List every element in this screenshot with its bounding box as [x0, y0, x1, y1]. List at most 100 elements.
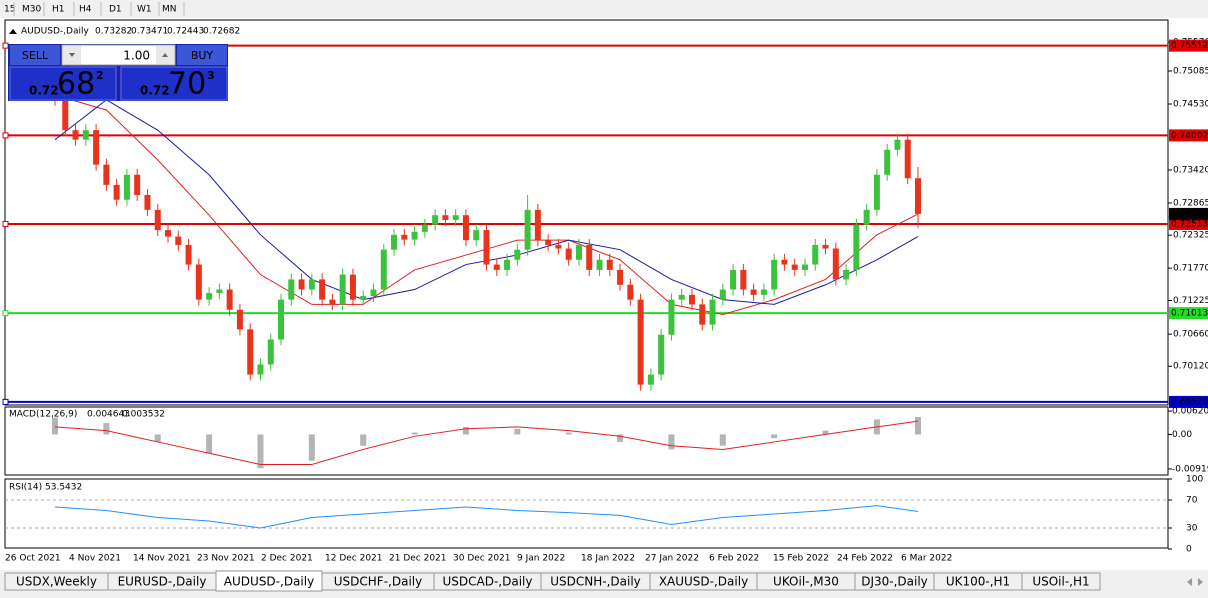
candle-body: [462, 215, 469, 241]
candle-body: [740, 269, 747, 290]
buy-button[interactable]: [177, 45, 227, 65]
tab-label[interactable]: DJ30-,Daily: [861, 575, 928, 589]
macd-bar: [257, 434, 264, 469]
date-label: 18 Jan 2022: [581, 554, 635, 564]
candle-body: [822, 244, 829, 249]
y-tick-label: 0.71225: [1173, 296, 1208, 306]
candle-body: [329, 299, 336, 305]
volume-input[interactable]: [61, 44, 176, 66]
tab-label[interactable]: XAUUSD-,Daily: [659, 575, 748, 589]
y-tick-label: 0.74530: [1173, 100, 1208, 110]
macd-bar: [103, 423, 110, 435]
candle-body: [658, 334, 665, 375]
timeframe-button[interactable]: 15: [4, 5, 15, 15]
symbol-marker: [9, 29, 17, 34]
candle-body: [62, 99, 69, 131]
candle-body: [349, 274, 356, 300]
macd-bar: [514, 428, 521, 435]
candle-body: [781, 259, 788, 265]
buy-label[interactable]: BUY: [191, 49, 214, 62]
date-label: 6 Mar 2022: [901, 554, 952, 564]
timeframe-button[interactable]: D1: [109, 5, 122, 15]
candle-body: [801, 264, 808, 270]
candle-body: [165, 230, 172, 237]
level-price-box: [1169, 129, 1208, 142]
timeframe-button[interactable]: M30: [22, 5, 41, 15]
rsi-value: 53.5432: [45, 483, 82, 493]
macd-main: 0.004643: [87, 410, 130, 420]
candle-body: [678, 294, 685, 300]
scroll-left[interactable]: [1187, 578, 1192, 586]
macd-bar: [360, 434, 367, 446]
tab-label[interactable]: USOil-,H1: [1032, 575, 1089, 589]
chart-title: AUDUSD-,Daily: [21, 27, 89, 37]
macd-signal: [54, 420, 919, 465]
macd-bar: [154, 434, 161, 442]
date-label: 15 Feb 2022: [773, 554, 829, 564]
level-price-box: [1169, 217, 1208, 230]
ohlc-value: 0.72682: [203, 27, 240, 37]
timeframe-button[interactable]: H4: [79, 5, 92, 15]
tab-label[interactable]: UKOil-,M30: [773, 575, 839, 589]
scroll-right[interactable]: [1198, 578, 1203, 586]
candle-body: [606, 259, 613, 270]
candle-body: [730, 269, 737, 290]
candle-body: [185, 244, 192, 265]
volume-value[interactable]: 1.00: [123, 49, 150, 63]
y-tick-label: -0.009194: [1172, 464, 1208, 474]
rsi-title: RSI(14): [9, 483, 42, 493]
tab-label[interactable]: AUDUSD-,Daily: [224, 575, 314, 589]
candle-body: [308, 279, 315, 290]
timeframe-button[interactable]: H1: [52, 5, 65, 15]
candle-body: [391, 234, 398, 250]
candle-body: [565, 248, 572, 260]
candle-body: [93, 130, 100, 165]
sell-label[interactable]: SELL: [22, 49, 49, 62]
candle-body: [873, 174, 880, 210]
y-tick-label: 70: [1186, 496, 1198, 506]
macd-bar: [462, 426, 469, 435]
macd-bar: [719, 434, 726, 446]
macd-bar: [52, 417, 58, 435]
date-label: 23 Nov 2021: [197, 554, 255, 564]
candle-body: [134, 174, 141, 195]
candle-body: [226, 289, 233, 310]
candle-body: [380, 249, 387, 290]
level-price-label: 0.71013: [1171, 309, 1208, 319]
candle-body: [545, 240, 552, 245]
candle-body: [915, 178, 921, 214]
tab-label[interactable]: USDCNH-,Daily: [550, 575, 641, 589]
price-button[interactable]: [120, 66, 228, 101]
tab-label[interactable]: USDX,Weekly: [16, 575, 97, 589]
y-tick-label: 0.71770: [1173, 264, 1208, 274]
candle-body: [709, 299, 716, 325]
candle-body: [298, 279, 305, 290]
sell-button[interactable]: [10, 45, 60, 65]
candle-body: [791, 264, 798, 270]
candle-body: [411, 231, 418, 240]
ohlc-value: 0.73282: [95, 27, 132, 37]
rsi-line: [54, 505, 919, 529]
date-label: 12 Dec 2021: [325, 554, 383, 564]
date-label: 14 Nov 2021: [133, 554, 191, 564]
tab-label[interactable]: USDCAD-,Daily: [443, 575, 533, 589]
candle-body: [123, 174, 130, 200]
candle-body: [370, 289, 377, 297]
tab-label[interactable]: UK100-,H1: [946, 575, 1010, 589]
timeframe-button[interactable]: MN: [162, 5, 177, 15]
candle-body: [534, 209, 541, 241]
candle-body: [216, 289, 223, 294]
y-tick-label: 0.72865: [1173, 199, 1208, 209]
candle-body: [452, 215, 459, 220]
candle-body: [493, 264, 500, 270]
tab[interactable]: [1021, 572, 1101, 591]
date-label: 27 Jan 2022: [645, 554, 699, 564]
candle-body: [278, 299, 285, 340]
tab-label[interactable]: EURUSD-,Daily: [118, 575, 207, 589]
tab-label[interactable]: USDCHF-,Daily: [334, 575, 422, 589]
price-button[interactable]: [9, 66, 117, 101]
candle-body: [894, 139, 901, 150]
timeframe-button[interactable]: W1: [137, 5, 152, 15]
candle-body: [627, 284, 634, 300]
